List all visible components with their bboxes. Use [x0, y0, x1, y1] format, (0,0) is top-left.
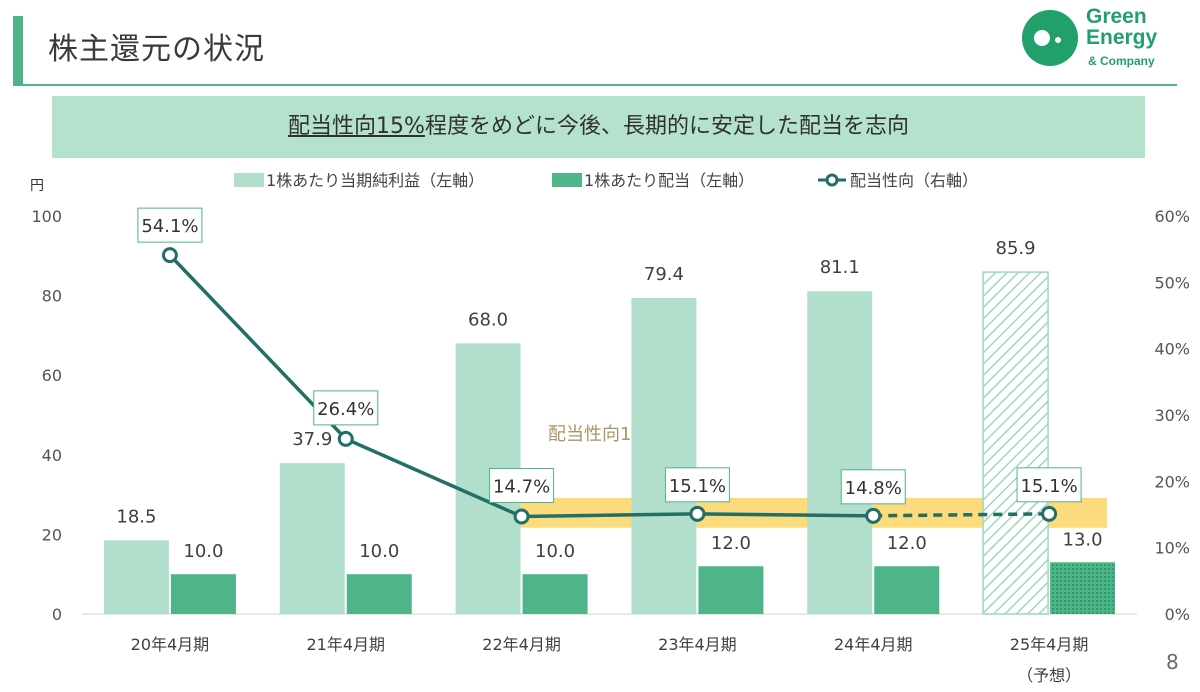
- dps-data-label: 10.0: [359, 541, 399, 562]
- banner-highlight: 配当性向15%: [288, 114, 425, 139]
- page-title: 株主還元の状況: [48, 32, 265, 67]
- dps-data-label: 12.0: [711, 533, 751, 554]
- eps-bar: [807, 291, 873, 614]
- left-axis-tick-label: 0: [52, 605, 62, 624]
- title-accent-bar: [13, 16, 23, 84]
- right-axis-tick-label: 40%: [1154, 340, 1190, 359]
- payout-ratio-label: 15.1%: [1020, 476, 1077, 497]
- dps-bar: [170, 574, 236, 614]
- legend-label-payout: 配当性向（右軸）: [850, 171, 978, 190]
- eps-bar: [279, 463, 345, 614]
- payout-ratio-point: [513, 508, 530, 525]
- dps-bar: [346, 574, 412, 614]
- payout-ratio-label: 54.1%: [141, 216, 198, 237]
- x-axis-category-label: 24年4月期: [834, 635, 913, 654]
- eps-data-label: 85.9: [996, 238, 1036, 259]
- legend-label-dps: 1株あたり配当（左軸）: [584, 171, 754, 190]
- title-divider: [13, 84, 1177, 86]
- payout-ratio-label-box: [137, 207, 203, 243]
- eps-data-label: 37.9: [292, 429, 332, 450]
- payout-ratio-label-box: [840, 469, 906, 505]
- right-axis-tick-label: 20%: [1154, 472, 1190, 491]
- logo-mark-icon: [1022, 10, 1078, 66]
- dps-bar: [1050, 562, 1116, 614]
- left-axis-unit: 円: [30, 178, 44, 194]
- legend-swatch-payout-marker: [825, 173, 839, 187]
- dps-bar: [874, 566, 940, 614]
- eps-data-label: 81.1: [820, 257, 860, 278]
- payout-ratio-point: [337, 430, 354, 447]
- eps-bar: [631, 297, 697, 614]
- logo-line-1: Green: [1086, 5, 1147, 28]
- eps-bar: [982, 271, 1049, 615]
- dps-data-label: 10.0: [183, 541, 223, 562]
- x-axis-category-note: （予想）: [1017, 666, 1081, 685]
- eps-data-label: 68.0: [468, 309, 508, 330]
- payout-ratio-point: [865, 507, 882, 524]
- payout-ratio-label-box: [313, 390, 379, 426]
- eps-data-label: 18.5: [116, 506, 156, 527]
- left-axis-tick-label: 40: [42, 446, 62, 465]
- payout-ratio-point: [161, 247, 178, 264]
- right-axis-tick-label: 50%: [1154, 273, 1190, 292]
- x-axis-category-label: 25年4月期: [1010, 635, 1089, 654]
- logo-wordmark: Green Energy: [1086, 6, 1157, 48]
- payout-ratio-label-box: [664, 467, 730, 503]
- logo-line-3: & Company: [1088, 54, 1155, 68]
- legend-label-eps: 1株あたり当期純利益（左軸）: [266, 171, 484, 190]
- payout-ratio-label-box: [489, 467, 555, 503]
- dps-data-label: 12.0: [887, 533, 927, 554]
- legend-swatch-eps: [234, 173, 264, 187]
- policy-banner: 配当性向15%程度をめどに今後、長期的に安定した配当を志向: [52, 96, 1145, 158]
- right-axis-tick-label: 10%: [1154, 539, 1190, 558]
- dps-data-label: 13.0: [1063, 529, 1103, 550]
- x-axis-category-label: 22年4月期: [482, 635, 561, 654]
- payout-ratio-label: 15.1%: [669, 476, 726, 497]
- left-axis-tick-label: 60: [42, 366, 62, 385]
- left-axis-tick-label: 80: [42, 287, 62, 306]
- eps-bar: [103, 540, 169, 614]
- logo-line-2: Energy: [1086, 26, 1158, 49]
- banner-text: 程度をめどに今後、長期的に安定した配当を志向: [424, 114, 909, 139]
- right-axis-tick-label: 30%: [1154, 406, 1190, 425]
- dps-bar: [698, 566, 764, 614]
- x-axis-category-label: 20年4月期: [131, 635, 210, 654]
- page-number: 8: [1166, 650, 1179, 674]
- payout-ratio-label-box: [1016, 467, 1082, 503]
- legend-swatch-dps: [552, 173, 582, 187]
- payout-ratio-label: 26.4%: [317, 399, 374, 420]
- dps-bar: [522, 574, 588, 614]
- left-axis-tick-label: 100: [31, 207, 62, 226]
- right-axis-tick-label: 60%: [1154, 207, 1190, 226]
- eps-data-label: 79.4: [644, 264, 684, 285]
- dps-data-label: 10.0: [535, 541, 575, 562]
- right-axis-tick-label: 0%: [1165, 605, 1190, 624]
- left-axis-tick-label: 20: [42, 525, 62, 544]
- x-axis-category-label: 23年4月期: [658, 635, 737, 654]
- payout-ratio-label: 14.8%: [845, 478, 902, 499]
- payout-ratio-point: [689, 505, 706, 522]
- payout-ratio-label: 14.7%: [493, 476, 550, 497]
- payout-ratio-point: [1041, 505, 1058, 522]
- x-axis-category-label: 21年4月期: [306, 635, 385, 654]
- company-logo: Green Energy & Company: [1020, 6, 1180, 70]
